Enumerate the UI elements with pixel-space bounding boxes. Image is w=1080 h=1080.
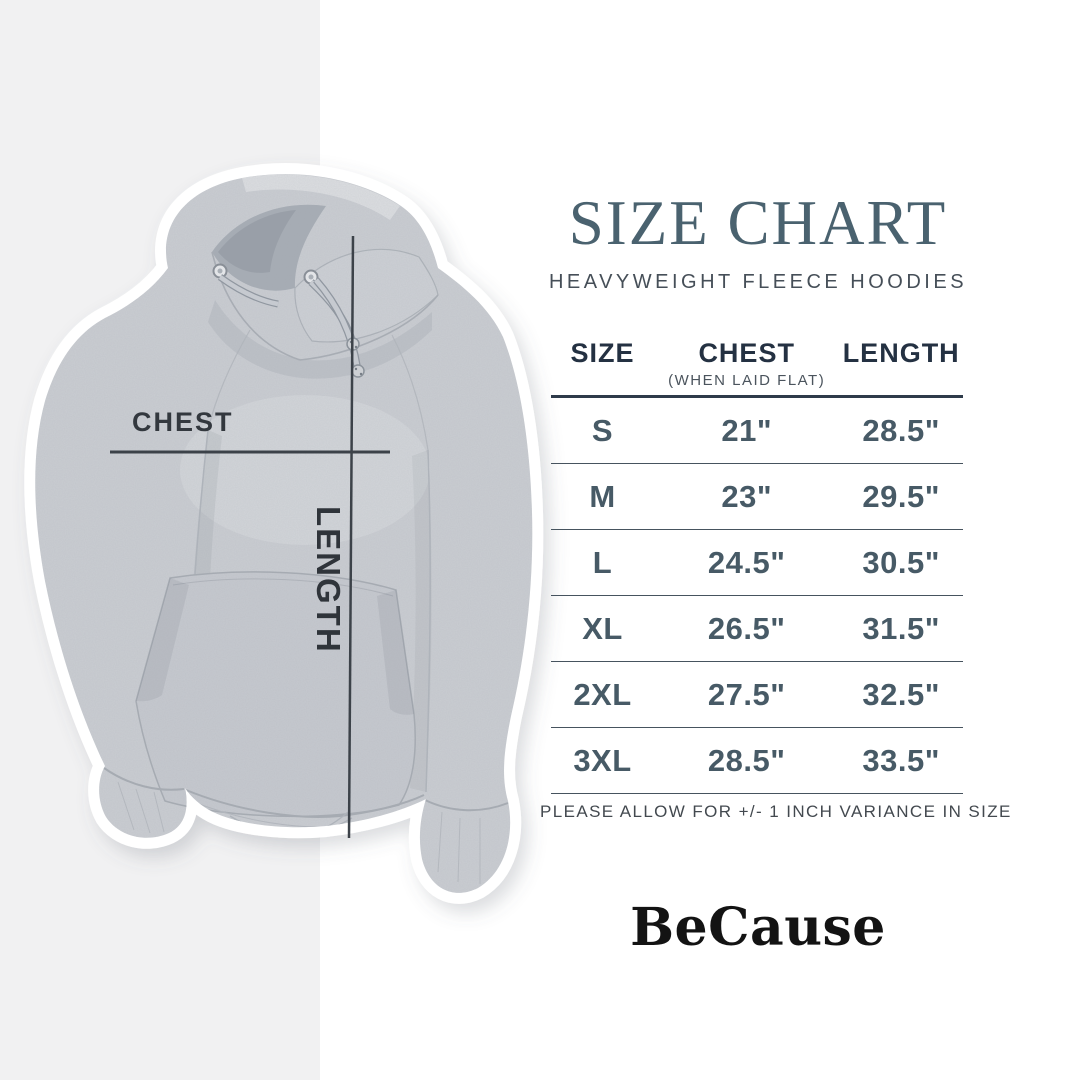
col-header-length: LENGTH bbox=[842, 338, 960, 368]
cell-chest: 21" bbox=[721, 412, 773, 448]
cell-size: L bbox=[592, 544, 613, 580]
table-row: 2XL 27.5" 32.5" bbox=[551, 662, 963, 728]
col-header-size: SIZE bbox=[570, 338, 635, 368]
aglet-2 bbox=[351, 364, 365, 378]
col-header-chest: CHEST bbox=[698, 338, 795, 368]
cell-length: 31.5" bbox=[862, 610, 940, 646]
cell-chest: 23" bbox=[721, 478, 773, 514]
page-subtitle: HEAVYWEIGHT FLEECE HOODIES bbox=[548, 271, 968, 293]
col-header-chest-sub: (WHEN LAID FLAT) bbox=[668, 372, 826, 389]
length-measure-label: LENGTH bbox=[310, 506, 347, 654]
size-chart-panel: SIZE CHART HEAVYWEIGHT FLEECE HOODIES SI… bbox=[540, 0, 1012, 1080]
cell-length: 32.5" bbox=[862, 676, 940, 712]
table-header: SIZE CHEST LENGTH (WHEN LAID FLAT) bbox=[551, 338, 963, 398]
cell-length: 29.5" bbox=[862, 478, 940, 514]
cell-chest: 26.5" bbox=[707, 610, 786, 646]
page-title: SIZE CHART bbox=[568, 188, 948, 258]
cell-chest: 28.5" bbox=[707, 742, 786, 778]
cell-size: 3XL bbox=[573, 742, 632, 778]
variance-note: PLEASE ALLOW FOR +/- 1 INCH VARIANCE IN … bbox=[540, 802, 1012, 821]
chest-measure-label: CHEST bbox=[132, 407, 234, 437]
cell-chest: 27.5" bbox=[707, 676, 786, 712]
cell-size: M bbox=[589, 478, 616, 514]
table-row: M 23" 29.5" bbox=[551, 464, 963, 530]
cell-chest: 24.5" bbox=[707, 544, 786, 580]
table-row: S 21" 28.5" bbox=[551, 398, 963, 464]
size-table: SIZE CHEST LENGTH (WHEN LAID FLAT) S 21"… bbox=[551, 338, 963, 794]
cell-length: 33.5" bbox=[862, 742, 940, 778]
table-row: XL 26.5" 31.5" bbox=[551, 596, 963, 662]
table-row: L 24.5" 30.5" bbox=[551, 530, 963, 596]
table-row: 3XL 28.5" 33.5" bbox=[551, 728, 963, 794]
cell-size: XL bbox=[582, 610, 623, 646]
cell-size: 2XL bbox=[573, 676, 632, 712]
cell-length: 30.5" bbox=[862, 544, 940, 580]
cell-size: S bbox=[591, 412, 614, 448]
length-measure-line bbox=[347, 235, 355, 839]
brand-logo: BeCause bbox=[630, 897, 886, 958]
cell-length: 28.5" bbox=[862, 412, 940, 448]
